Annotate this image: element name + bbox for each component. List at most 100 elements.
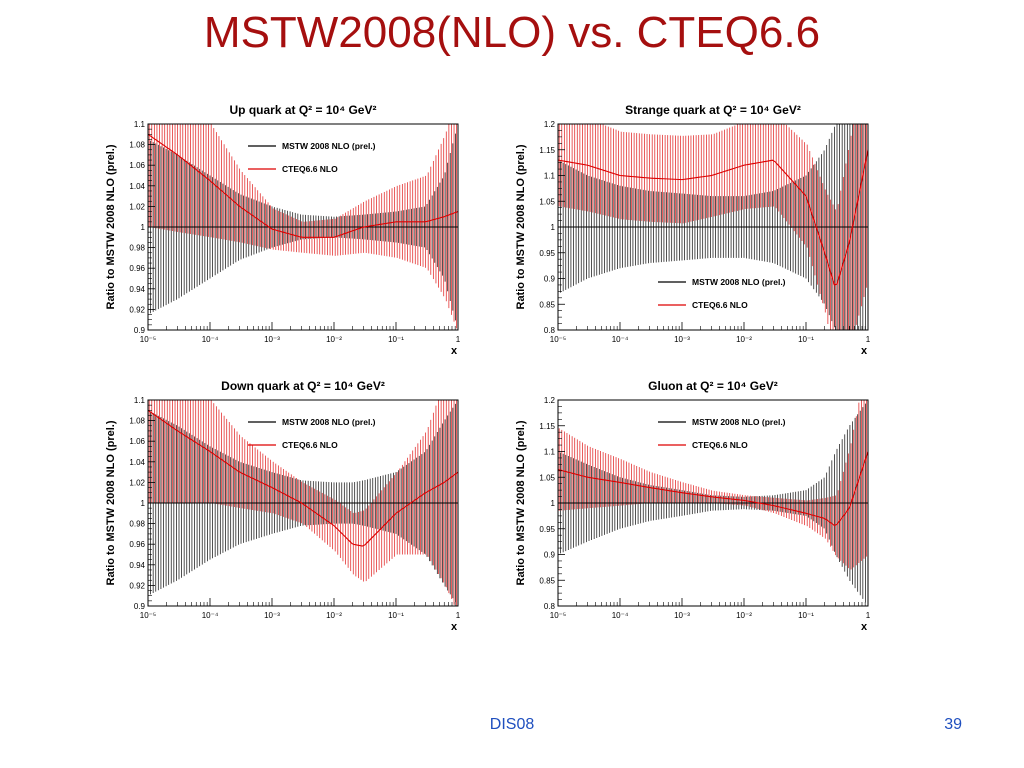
legend-label: MSTW 2008 NLO (prel.) <box>282 141 376 151</box>
legend-label: MSTW 2008 NLO (prel.) <box>282 417 376 427</box>
x-axis-label: x <box>861 345 868 356</box>
y-tick-label: 1.06 <box>129 437 145 446</box>
y-tick-label: 1.04 <box>129 182 145 191</box>
y-tick-label: 0.98 <box>129 244 145 253</box>
x-tick-label: 10⁻³ <box>674 611 690 620</box>
y-tick-label: 0.98 <box>129 520 145 529</box>
chart-title: Up quark at Q² = 10⁴ GeV² <box>230 103 377 117</box>
legend: MSTW 2008 NLO (prel.) CTEQ6.6 NLO <box>248 417 376 450</box>
cteq-error-bars <box>148 400 458 606</box>
chart-title: Gluon at Q² = 10⁴ GeV² <box>648 379 778 393</box>
y-tick-label: 0.9 <box>544 551 556 560</box>
y-tick-label: 1 <box>551 223 556 232</box>
y-tick-label: 0.85 <box>539 300 555 309</box>
chart-title: Strange quark at Q² = 10⁴ GeV² <box>625 103 801 117</box>
y-tick-label: 0.95 <box>539 525 555 534</box>
cteq-central-line <box>558 451 868 526</box>
legend: MSTW 2008 NLO (prel.) CTEQ6.6 NLO <box>658 417 786 450</box>
x-axis-label: x <box>451 621 458 632</box>
y-tick-label: 0.9 <box>544 275 556 284</box>
x-tick-label: 10⁻² <box>736 335 752 344</box>
y-tick-label: 1.05 <box>539 197 555 206</box>
x-tick-label: 10⁻⁵ <box>140 611 156 620</box>
y-tick-label: 1.1 <box>134 120 146 129</box>
y-tick-label: 1.1 <box>544 172 556 181</box>
legend-label: MSTW 2008 NLO (prel.) <box>692 417 786 427</box>
y-tick-label: 1.08 <box>129 141 145 150</box>
y-tick-label: 1.04 <box>129 458 145 467</box>
y-tick-label: 0.96 <box>129 540 145 549</box>
x-tick-label: 10⁻⁵ <box>550 611 566 620</box>
y-tick-label: 1.1 <box>134 396 146 405</box>
x-tick-label: 10⁻³ <box>264 611 280 620</box>
y-tick-label: 1.15 <box>539 422 555 431</box>
y-tick-label: 1 <box>141 499 146 508</box>
strange-quark-chart: 0.8 0.85 0.9 0.95 1 1.05 1.1 1.15 1.2 10⁻⁵ 10⁻⁴ 10⁻… <box>510 96 890 356</box>
legend-label: CTEQ6.6 NLO <box>282 164 338 174</box>
x-tick-label: 10⁻⁴ <box>202 335 219 344</box>
y-axis-label: Ratio to MSTW 2008 NLO (prel.) <box>105 144 117 309</box>
y-tick-label: 0.92 <box>129 581 145 590</box>
up-quark-chart: 0.9 0.92 0.94 0.96 0.98 1 1.02 1.04 1.06 1.08 1.1 1… <box>100 96 480 356</box>
x-tick-label: 10⁻⁴ <box>202 611 219 620</box>
x-tick-label: 1 <box>456 611 461 620</box>
x-tick-label: 10⁻⁴ <box>612 611 629 620</box>
y-tick-label: 0.85 <box>539 576 555 585</box>
footer-text: DIS08 <box>489 716 535 733</box>
y-tick-label: 0.9 <box>134 602 146 611</box>
y-tick-label: 0.94 <box>129 285 145 294</box>
x-axis-label: x <box>451 345 458 356</box>
legend-label: MSTW 2008 NLO (prel.) <box>692 277 786 287</box>
y-tick-label: 1 <box>551 499 556 508</box>
y-tick-label: 0.8 <box>544 602 556 611</box>
cteq-central-line <box>148 409 458 547</box>
y-tick-label: 1.05 <box>539 473 555 482</box>
y-tick-label: 0.92 <box>129 305 145 314</box>
page-number: 39 <box>944 716 962 733</box>
legend-label: CTEQ6.6 NLO <box>282 440 338 450</box>
y-tick-label: 0.96 <box>129 264 145 273</box>
x-tick-label: 10⁻¹ <box>388 335 404 344</box>
x-tick-label: 10⁻⁵ <box>140 335 156 344</box>
cteq-central-line <box>558 149 868 286</box>
x-tick-label: 10⁻⁵ <box>550 335 566 344</box>
y-tick-label: 0.95 <box>539 249 555 258</box>
x-tick-label: 10⁻¹ <box>798 611 814 620</box>
gluon-chart: 0.8 0.85 0.9 0.95 1 1.05 1.1 1.15 1.2 10⁻⁵ 10⁻⁴ 10⁻… <box>510 372 890 632</box>
y-tick-label: 1.15 <box>539 146 555 155</box>
y-tick-label: 1.2 <box>544 396 556 405</box>
chart-title: Down quark at Q² = 10⁴ GeV² <box>221 379 385 393</box>
x-tick-label: 10⁻² <box>736 611 752 620</box>
slide-title: MSTW2008(NLO) vs. CTEQ6.6 <box>203 8 821 57</box>
x-axis-label: x <box>861 621 868 632</box>
legend: MSTW 2008 NLO (prel.) CTEQ6.6 NLO <box>248 141 376 174</box>
legend: MSTW 2008 NLO (prel.) CTEQ6.6 NLO <box>658 277 786 310</box>
y-tick-label: 0.9 <box>134 326 146 335</box>
y-tick-label: 1.08 <box>129 417 145 426</box>
x-tick-label: 10⁻¹ <box>798 335 814 344</box>
y-tick-label: 0.8 <box>544 326 556 335</box>
y-tick-label: 0.94 <box>129 561 145 570</box>
y-axis-label: Ratio to MSTW 2008 NLO (prel.) <box>515 144 527 309</box>
x-tick-label: 10⁻² <box>326 611 342 620</box>
x-tick-label: 10⁻¹ <box>388 611 404 620</box>
y-tick-label: 1.2 <box>544 120 556 129</box>
legend-label: CTEQ6.6 NLO <box>692 440 748 450</box>
y-axis-label: Ratio to MSTW 2008 NLO (prel.) <box>515 420 527 585</box>
y-tick-label: 1.02 <box>129 202 145 211</box>
x-tick-label: 1 <box>866 611 871 620</box>
x-tick-label: 1 <box>866 335 871 344</box>
y-tick-label: 1.06 <box>129 161 145 170</box>
x-tick-label: 10⁻² <box>326 335 342 344</box>
down-quark-chart: 0.9 0.92 0.94 0.96 0.98 1 1.02 1.04 1.06 1.08 1.1 1… <box>100 372 480 632</box>
legend-label: CTEQ6.6 NLO <box>692 300 748 310</box>
y-tick-label: 1 <box>141 223 146 232</box>
x-tick-label: 10⁻⁴ <box>612 335 629 344</box>
chart-svg: 0.8 0.85 0.9 0.95 1 1.05 1.1 1.15 1.2 10⁻⁵ 10⁻⁴ 10⁻… <box>515 103 871 356</box>
chart-svg: 0.9 0.92 0.94 0.96 0.98 1 1.02 1.04 1.06 1.08 1.1 1… <box>105 103 461 356</box>
x-tick-label: 10⁻³ <box>674 335 690 344</box>
cteq-central-line <box>148 133 458 238</box>
chart-svg: 0.8 0.85 0.9 0.95 1 1.05 1.1 1.15 1.2 10⁻⁵ 10⁻⁴ 10⁻… <box>515 379 871 632</box>
chart-svg: 0.9 0.92 0.94 0.96 0.98 1 1.02 1.04 1.06 1.08 1.1 1… <box>105 379 461 632</box>
x-tick-label: 10⁻³ <box>264 335 280 344</box>
